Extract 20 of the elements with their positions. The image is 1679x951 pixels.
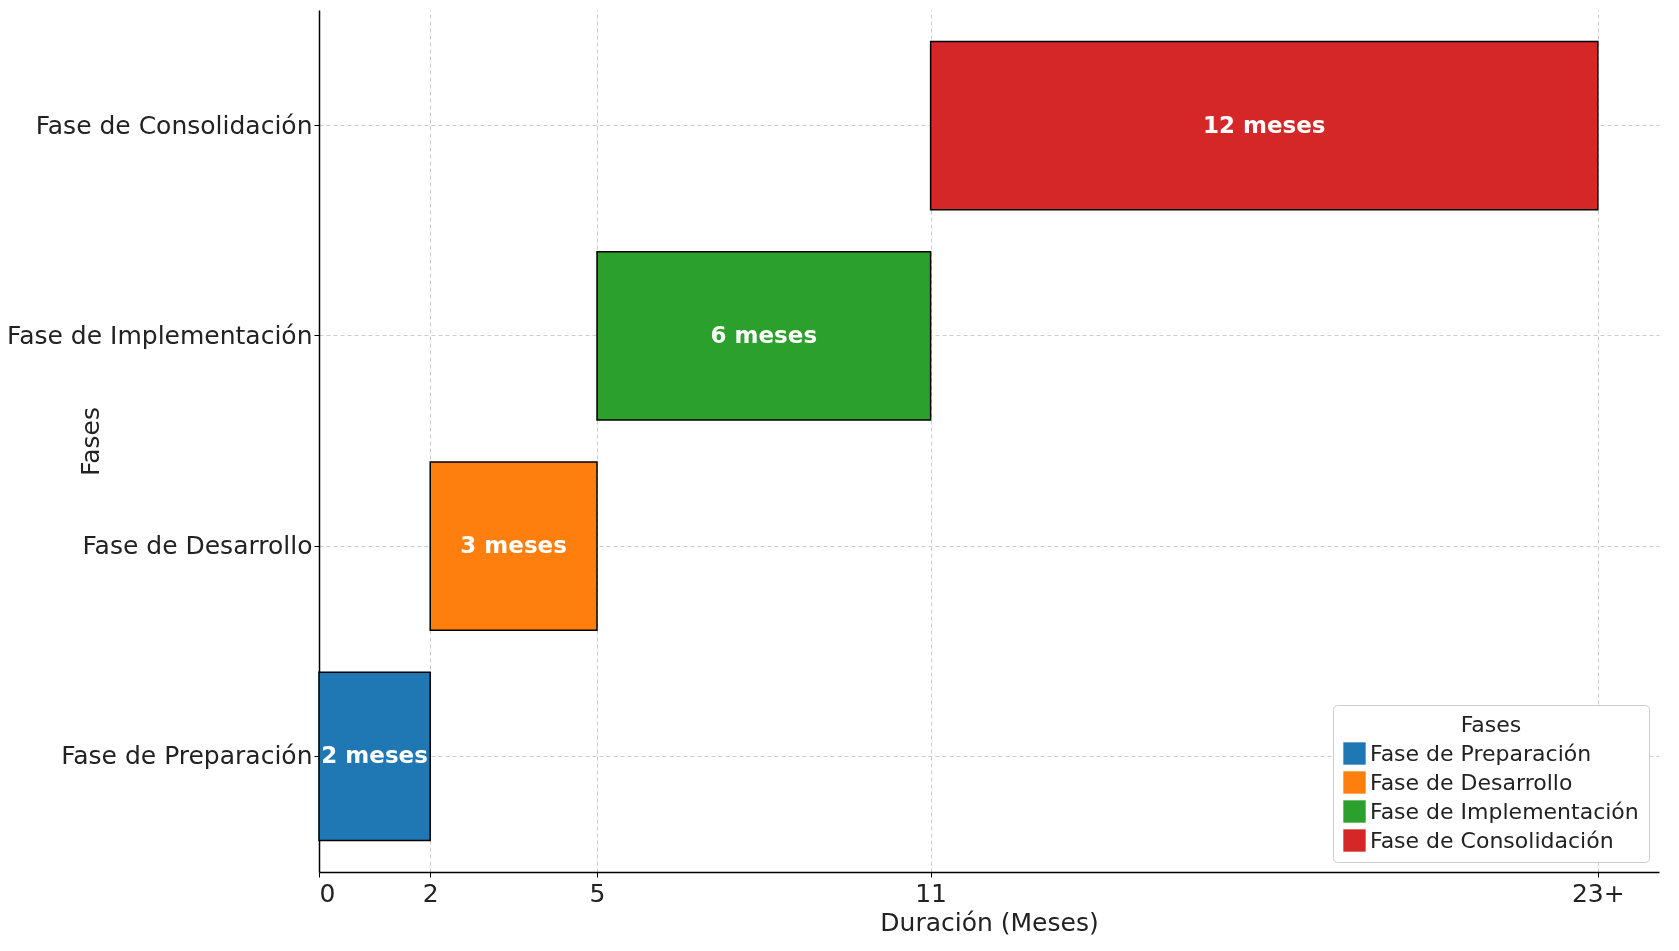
data-label: 6 meses (710, 321, 818, 348)
x-axis-title: Duración (Meses) (880, 907, 1099, 937)
x-tick-label: 11 (915, 878, 948, 908)
x-tick-label: 2 (422, 878, 439, 908)
x-tick-label: 0 (319, 878, 336, 908)
legend-label: Fase de Preparación (1370, 740, 1592, 766)
legend-title: Fases (1460, 712, 1522, 737)
x-tick-label: 5 (589, 878, 606, 908)
legend-label: Fase de Consolidación (1370, 827, 1614, 853)
legend-label: Fase de Implementación (1370, 798, 1639, 824)
data-label: 2 meses (321, 742, 428, 769)
data-label: 3 meses (460, 532, 567, 559)
y-tick-label: Fase de Desarrollo (82, 531, 313, 561)
x-tick-label: 23+ (1571, 878, 1625, 908)
data-label: 12 meses (1202, 111, 1326, 138)
legend-label: Fase de Desarrollo (1370, 769, 1573, 795)
y-tick-label: Fase de Consolidación (35, 110, 313, 140)
y-axis-title: Fases (75, 407, 105, 476)
y-tick-label: Fase de Preparación (61, 741, 313, 771)
y-tick-label: Fase de Implementación (7, 320, 313, 350)
